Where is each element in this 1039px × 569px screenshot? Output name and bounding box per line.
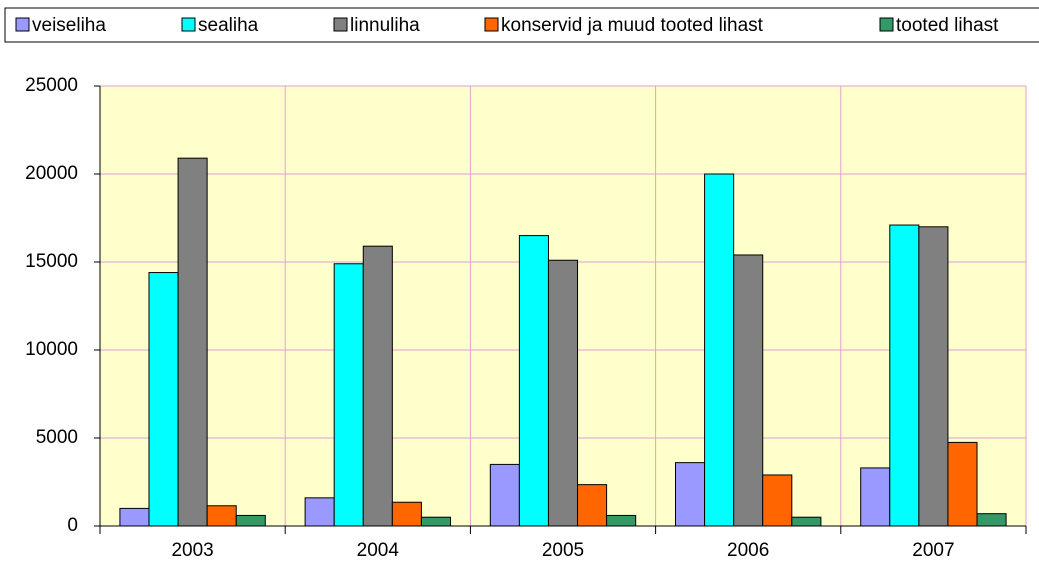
- bar: [762, 474, 793, 527]
- legend-box: [4, 7, 1039, 43]
- bar: [206, 505, 237, 527]
- bar: [333, 263, 364, 527]
- legend-label: tooted lihast: [896, 15, 999, 36]
- x-tick-label: 2004: [357, 540, 400, 561]
- bar: [577, 484, 608, 527]
- bar: [420, 516, 451, 527]
- bar: [148, 272, 179, 527]
- bar: [119, 507, 150, 527]
- y-tick-label: 5000: [36, 427, 78, 448]
- x-tick-label: 2007: [912, 540, 954, 561]
- legend-swatch: [15, 17, 30, 32]
- bar: [976, 513, 1007, 527]
- x-tick-label: 2006: [727, 540, 769, 561]
- bar: [518, 235, 549, 527]
- bar: [860, 467, 891, 527]
- bar: [704, 173, 735, 527]
- bar: [733, 254, 764, 527]
- legend-swatch: [333, 17, 348, 32]
- bar: [675, 462, 706, 527]
- bar: [391, 501, 422, 527]
- legend-label: veiseliha: [32, 15, 106, 36]
- x-tick-label: 2005: [542, 540, 584, 561]
- bar: [889, 224, 920, 527]
- legend-swatch: [484, 17, 499, 32]
- y-tick-label: 10000: [25, 339, 78, 360]
- bar: [547, 259, 579, 527]
- bar: [606, 514, 637, 527]
- bar: [918, 226, 949, 527]
- legend-label: sealiha: [198, 15, 259, 36]
- x-tick-label: 2003: [171, 540, 213, 561]
- legend-swatch: [181, 17, 196, 32]
- bar: [791, 516, 822, 527]
- y-tick-label: 15000: [25, 251, 78, 272]
- legend-label: linnuliha: [350, 15, 420, 36]
- bar: [177, 157, 208, 527]
- bar: [235, 514, 266, 527]
- bar: [304, 497, 335, 527]
- y-tick-label: 25000: [25, 75, 78, 96]
- y-tick-label: 0: [67, 515, 78, 536]
- legend-swatch: [879, 17, 894, 32]
- bar: [947, 441, 978, 527]
- bar: [362, 245, 393, 527]
- y-tick-label: 20000: [25, 163, 78, 184]
- bar: [489, 463, 520, 527]
- legend-label: konservid ja muud tooted lihast: [501, 15, 764, 36]
